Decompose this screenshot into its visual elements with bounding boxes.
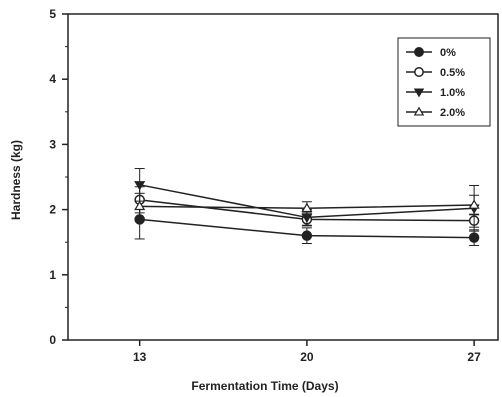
y-tick-label: 2	[49, 203, 56, 217]
series-layer	[134, 168, 480, 246]
y-tick-label: 1	[49, 268, 56, 282]
y-axis-label: Hardness (kg)	[9, 140, 23, 220]
y-tick-label: 5	[49, 7, 56, 21]
y-tick-label: 4	[49, 72, 56, 86]
legend-label: 0.5%	[440, 67, 465, 79]
y-tick-label: 3	[49, 137, 56, 151]
x-tick-label: 20	[300, 350, 314, 364]
legend-marker	[413, 106, 425, 116]
x-axis-label: Fermentation Time (Days)	[191, 379, 338, 393]
data-point	[468, 232, 480, 243]
series-2	[134, 168, 480, 232]
x-tick-label: 13	[133, 350, 147, 364]
legend-label: 1.0%	[440, 87, 465, 99]
legend-marker	[414, 47, 424, 57]
legend-label: 0%	[440, 47, 456, 59]
legend: 0% 0.5% 1.0% 2.0%	[397, 37, 491, 127]
legend-marker	[413, 88, 425, 98]
data-point	[134, 200, 146, 211]
data-point	[468, 199, 480, 209]
x-tick-label: 27	[467, 350, 481, 364]
series-3	[134, 192, 480, 220]
data-point	[134, 181, 146, 191]
y-tick-label: 0	[49, 333, 56, 347]
data-point	[301, 202, 313, 213]
legend-marker	[414, 67, 424, 77]
axes-group: 0 1 2 3 4 5 13 20 27	[49, 7, 499, 364]
legend-label: 2.0%	[440, 107, 465, 119]
data-point	[301, 230, 313, 241]
